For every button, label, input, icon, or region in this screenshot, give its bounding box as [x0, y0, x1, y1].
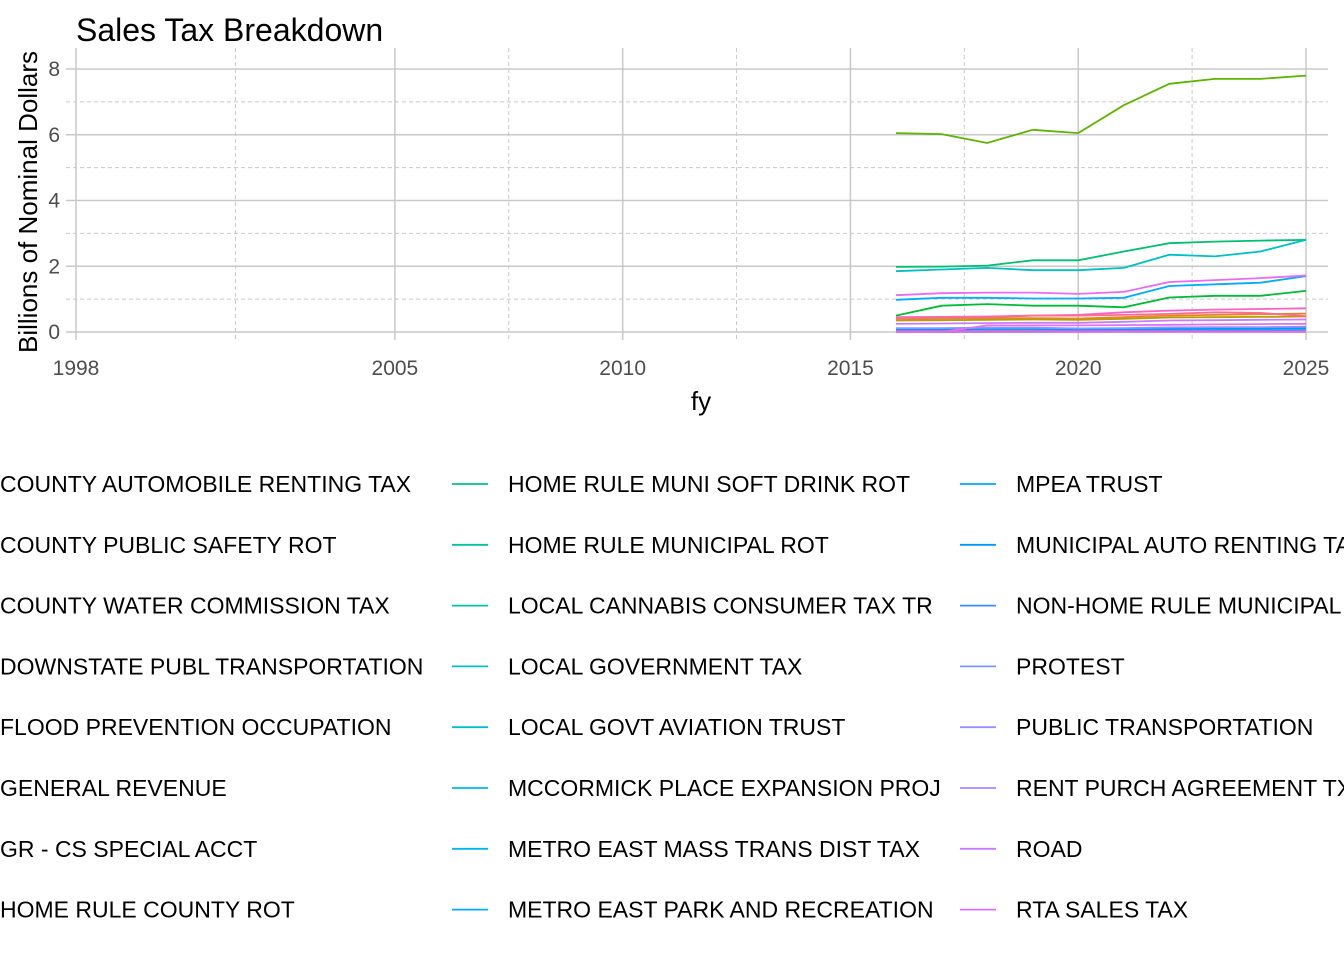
y-tick-label: 2 — [48, 255, 60, 278]
chart-title: Sales Tax Breakdown — [76, 12, 383, 48]
legend-label: GR - CS SPECIAL ACCT — [0, 836, 257, 862]
legend-label: COUNTY WATER COMMISSION TAX — [0, 593, 390, 619]
legend-label: MPEA TRUST — [1016, 471, 1163, 497]
legend-label: COUNTY PUBLIC SAFETY ROT — [0, 532, 337, 558]
legend-label: HOME RULE MUNI SOFT DRINK ROT — [508, 471, 910, 497]
x-tick-label: 1998 — [53, 357, 100, 380]
grid-lines — [66, 48, 1328, 340]
legend-label: LOCAL GOVERNMENT TAX — [508, 653, 802, 679]
legend-label: PUBLIC TRANSPORTATION — [1016, 714, 1313, 740]
legend-label: FLOOD PREVENTION OCCUPATION — [0, 714, 391, 740]
series-line — [895, 274, 1307, 297]
x-tick-label: 2010 — [599, 357, 646, 380]
series-line — [895, 239, 1307, 273]
series-line — [895, 312, 1307, 320]
legend-label: RTA SALES TAX — [1016, 897, 1188, 923]
x-tick-label: 2020 — [1055, 357, 1102, 380]
x-tick-label: 2025 — [1283, 357, 1330, 380]
x-axis-title: fy — [691, 386, 711, 416]
y-tick-label: 8 — [48, 58, 60, 81]
series-lines — [895, 74, 1307, 333]
series-line — [895, 74, 1307, 144]
legend-label: PROTEST — [1016, 653, 1125, 679]
legend-label: METRO EAST MASS TRANS DIST TAX — [508, 836, 920, 862]
legend-label: LOCAL CANNABIS CONSUMER TAX TR — [508, 593, 933, 619]
legend-label: GENERAL REVENUE — [0, 775, 227, 801]
x-tick-label: 2005 — [372, 357, 419, 380]
series-line — [895, 290, 1307, 317]
series-line — [895, 239, 1307, 268]
y-tick-label: 4 — [48, 190, 60, 213]
legend-label: HOME RULE COUNTY ROT — [0, 897, 295, 923]
legend-label: MUNICIPAL AUTO RENTING TAX — [1016, 532, 1344, 558]
x-axis-ticks: 1998 2005 2010 2015 2020 2025 — [53, 357, 1330, 380]
legend-label: METRO EAST PARK AND RECREATION — [508, 897, 934, 923]
y-tick-label: 0 — [48, 321, 60, 344]
x-tick-label: 2015 — [827, 357, 874, 380]
legend-label: RENT PURCH AGREEMENT TX — [1016, 775, 1344, 801]
series-line — [895, 318, 1307, 325]
legend-label: NON-HOME RULE MUNICIPAL — [1016, 593, 1342, 619]
legend-label: DOWNSTATE PUBL TRANSPORTATION — [0, 653, 423, 679]
y-tick-label: 6 — [48, 124, 60, 147]
legend-label: COUNTY AUTOMOBILE RENTING TAX — [0, 471, 411, 497]
legend: COUNTY AUTOMOBILE RENTING TAX COUNTY PUBL… — [0, 471, 1344, 923]
legend-label: LOCAL GOVT AVIATION TRUST — [508, 714, 845, 740]
series-line — [896, 322, 1307, 333]
series-line — [895, 311, 1307, 320]
y-axis-ticks: 0 2 4 6 8 — [48, 58, 60, 344]
legend-label: HOME RULE MUNICIPAL ROT — [508, 532, 829, 558]
series-line — [895, 275, 1307, 301]
legend-label: MCCORMICK PLACE EXPANSION PROJ — [508, 775, 941, 801]
legend-label: ROAD — [1016, 836, 1082, 862]
series-line — [895, 315, 1307, 322]
y-axis-title: Billions of Nominal Dollars — [13, 51, 43, 353]
